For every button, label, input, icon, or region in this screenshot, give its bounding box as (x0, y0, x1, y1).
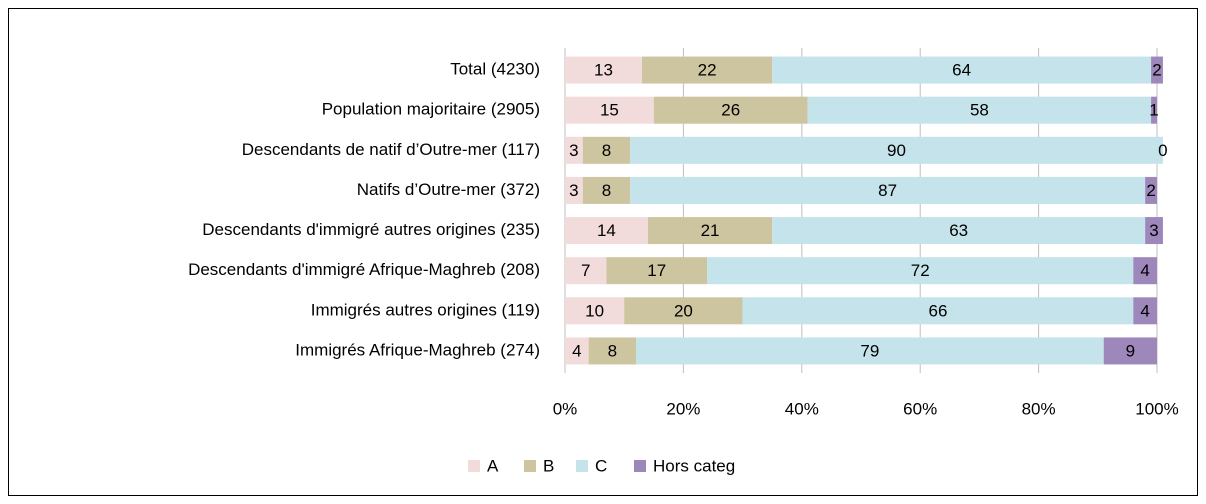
legend-label: C (595, 456, 607, 475)
data-label: 72 (911, 261, 930, 280)
bar-segment (606, 257, 708, 285)
data-label: 7 (581, 261, 590, 280)
data-label: 21 (701, 221, 720, 240)
data-label: 87 (878, 181, 897, 200)
data-label: 14 (597, 221, 616, 240)
bar-segment (630, 176, 1146, 204)
bar-segment (707, 257, 1134, 285)
legend-label: Hors categ (653, 456, 735, 475)
data-label: 1 (1149, 101, 1158, 120)
bar-segment (565, 176, 583, 204)
y-tick-label: Immigrés autres origines (119) (311, 300, 540, 319)
legend-swatch (468, 460, 480, 472)
x-tick-label: 0% (553, 399, 578, 418)
data-label: 2 (1152, 61, 1161, 80)
data-label: 2 (1146, 181, 1155, 200)
data-label: 13 (594, 61, 613, 80)
bar-segment (565, 96, 654, 124)
y-tick-label: Descendants d'immigré autres origines (2… (202, 220, 540, 239)
data-label: 8 (608, 341, 617, 360)
data-label: 10 (585, 301, 604, 320)
chart-frame (8, 8, 1198, 496)
bar-segment (565, 56, 642, 84)
data-label: 3 (569, 141, 578, 160)
bar-segment (565, 257, 607, 285)
bar-segment (647, 217, 773, 245)
data-label: 90 (887, 141, 906, 160)
data-label: 22 (698, 61, 717, 80)
data-label: 0 (1158, 141, 1167, 160)
x-tick-label: 60% (903, 399, 937, 418)
bar-segment (1133, 297, 1157, 325)
bar-segment (582, 176, 631, 204)
data-label: 3 (569, 181, 578, 200)
bar-segment (772, 217, 1146, 245)
bar-segment (636, 337, 1104, 365)
bar-segment (565, 297, 625, 325)
bar-segment (630, 136, 1163, 164)
bar-segment (588, 337, 637, 365)
legend-swatch (634, 460, 646, 472)
bar-segment (742, 297, 1134, 325)
bar-segment (1145, 217, 1163, 245)
data-label: 66 (928, 301, 947, 320)
data-label: 63 (949, 221, 968, 240)
bar-segment (1103, 337, 1157, 365)
y-tick-label: Natifs d’Outre-mer (372) (357, 180, 540, 199)
bar-segment (565, 337, 589, 365)
y-tick-label: Descendants de natif d’Outre-mer (117) (242, 140, 540, 159)
data-label: 8 (602, 181, 611, 200)
data-label: 15 (600, 101, 619, 120)
data-label: 4 (1140, 301, 1149, 320)
bar-segment (565, 217, 648, 245)
legend-swatch (576, 460, 588, 472)
data-label: 8 (602, 141, 611, 160)
bar-segment (565, 136, 583, 164)
data-label: 17 (647, 261, 666, 280)
bar-segment (807, 96, 1152, 124)
bar-segment (1145, 176, 1157, 204)
bar-segment (624, 297, 743, 325)
bar-segment (641, 56, 773, 84)
x-tick-label: 20% (666, 399, 700, 418)
data-label: 4 (572, 341, 581, 360)
data-label: 3 (1149, 221, 1158, 240)
data-label: 79 (860, 341, 879, 360)
data-label: 58 (970, 101, 989, 120)
data-label: 20 (674, 301, 693, 320)
legend-label: B (543, 456, 554, 475)
y-tick-label: Population majoritaire (2905) (322, 100, 540, 119)
bar-segment (772, 56, 1152, 84)
data-label: 9 (1126, 341, 1135, 360)
data-label: 64 (952, 61, 971, 80)
bar-segment (653, 96, 808, 124)
x-tick-label: 100% (1135, 399, 1178, 418)
bar-segment (1133, 257, 1157, 285)
bar-segment (1151, 56, 1163, 84)
x-tick-label: 80% (1022, 399, 1056, 418)
y-tick-label: Descendants d'immigré Afrique-Maghreb (2… (188, 260, 540, 279)
legend-swatch (524, 460, 536, 472)
data-label: 4 (1140, 261, 1149, 280)
legend-label: A (487, 456, 499, 475)
bar-segment (582, 136, 631, 164)
y-tick-label: Total (4230) (450, 60, 540, 79)
bar-segment (1151, 96, 1157, 124)
y-tick-label: Immigrés Afrique-Maghreb (274) (295, 340, 540, 359)
x-tick-label: 40% (785, 399, 819, 418)
data-label: 26 (721, 101, 740, 120)
